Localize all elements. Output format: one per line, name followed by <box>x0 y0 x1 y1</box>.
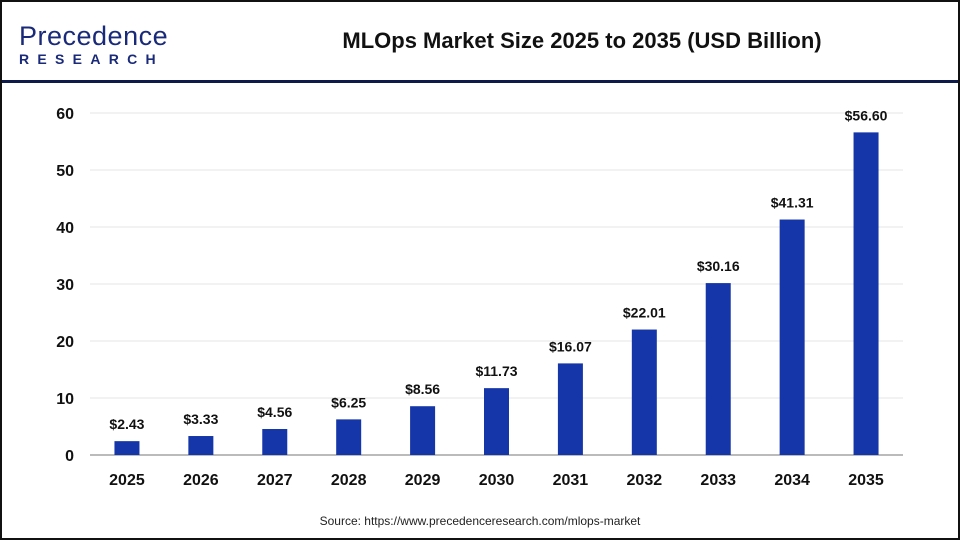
data-label: $16.07 <box>549 338 592 354</box>
y-tick-label: 60 <box>56 106 74 123</box>
y-tick-label: 30 <box>56 277 74 294</box>
y-tick-label: 20 <box>56 334 74 351</box>
x-tick-label: 2028 <box>331 472 367 489</box>
data-label: $22.01 <box>623 305 666 321</box>
data-label: $30.16 <box>697 258 740 274</box>
data-label: $8.56 <box>405 381 440 397</box>
data-label: $2.43 <box>109 416 144 432</box>
source-note: Source: https://www.precedenceresearch.c… <box>319 514 641 528</box>
data-label: $11.73 <box>475 363 517 379</box>
x-tick-label: 2030 <box>479 472 515 489</box>
bar <box>114 441 140 455</box>
data-label: $56.60 <box>845 107 888 123</box>
bar <box>631 329 657 455</box>
bar <box>557 363 583 455</box>
x-tick-label: 2034 <box>774 472 810 489</box>
data-label: $4.56 <box>257 404 292 420</box>
logo: Precedence RESEARCH <box>19 22 168 67</box>
data-label: $6.25 <box>331 394 366 410</box>
logo-sub: RESEARCH <box>19 51 164 67</box>
x-tick-label: 2033 <box>700 472 736 489</box>
bar <box>705 283 731 455</box>
bar <box>484 388 509 455</box>
data-label: $41.31 <box>771 195 814 211</box>
x-tick-label: 2027 <box>257 472 293 489</box>
x-tick-label: 2029 <box>405 472 441 489</box>
x-tick-label: 2031 <box>553 472 589 489</box>
x-tick-label: 2035 <box>848 472 884 489</box>
x-tick-label: 2026 <box>183 472 219 489</box>
y-tick-label: 0 <box>65 448 74 465</box>
bar <box>410 406 436 455</box>
bar <box>262 429 288 455</box>
x-tick-label: 2025 <box>109 472 145 489</box>
y-tick-label: 50 <box>56 163 74 180</box>
y-tick-label: 10 <box>56 391 74 408</box>
bar <box>336 419 362 455</box>
bar <box>779 219 805 455</box>
chart-title: MLOps Market Size 2025 to 2035 (USD Bill… <box>342 28 822 53</box>
x-tick-label: 2032 <box>627 472 663 489</box>
y-tick-label: 40 <box>56 220 74 237</box>
bar <box>853 132 879 455</box>
data-label: $3.33 <box>183 411 218 427</box>
bar <box>188 436 214 455</box>
header: Precedence RESEARCH MLOps Market Size 20… <box>2 2 958 83</box>
logo-main: Precedence <box>19 21 169 51</box>
